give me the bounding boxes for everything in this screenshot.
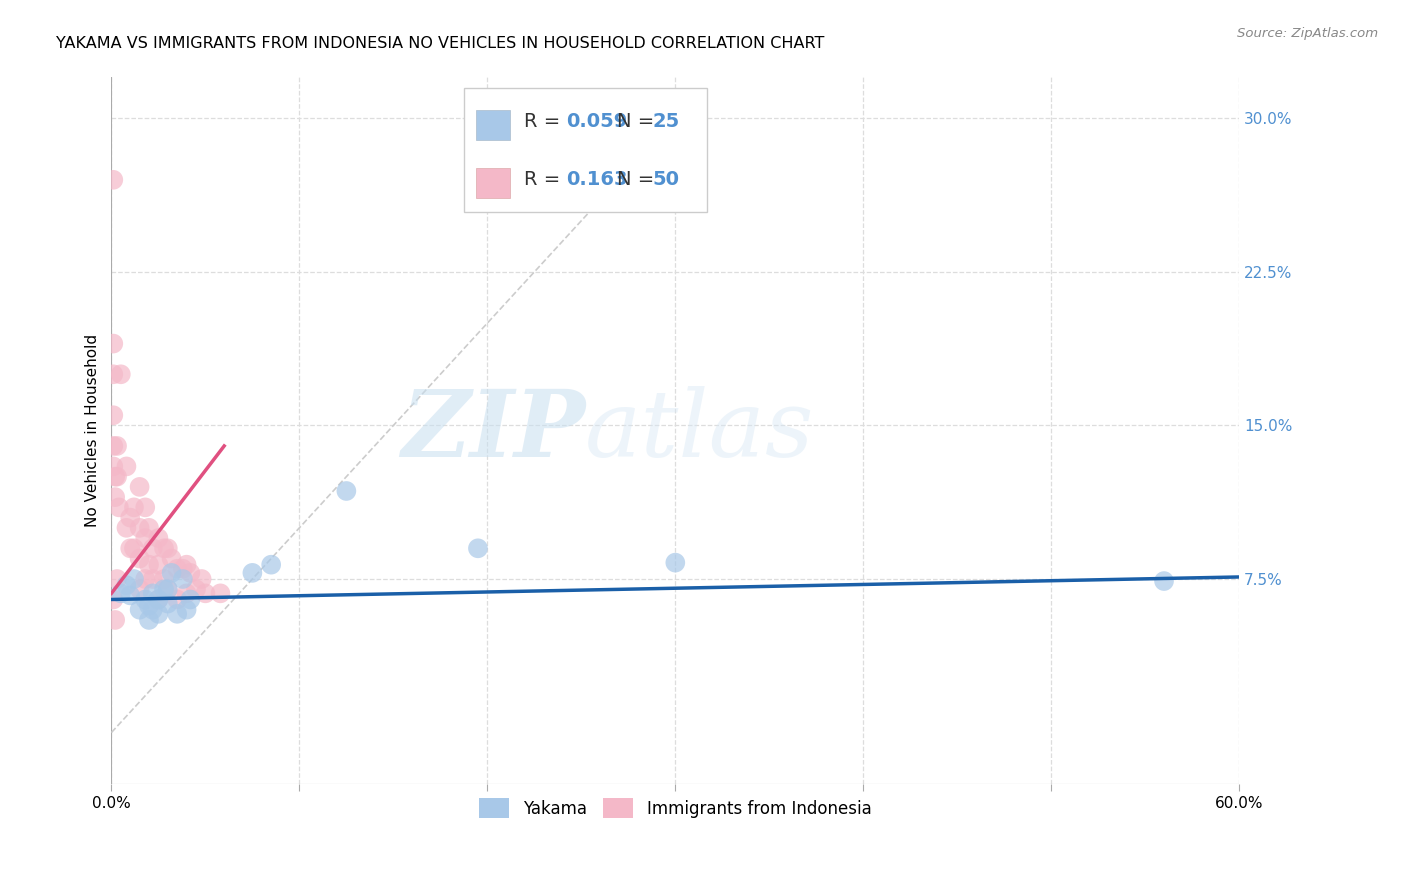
Point (122, 572, 145, 586)
Point (110, 368, 132, 382)
Point (103, 336, 125, 351)
Point (103, 459, 125, 474)
Point (120, 510, 142, 524)
Point (110, 586, 132, 600)
Point (105, 439, 128, 453)
Text: Source: ZipAtlas.com: Source: ZipAtlas.com (1237, 27, 1378, 40)
Point (176, 586, 198, 600)
Point (153, 572, 176, 586)
Point (142, 586, 165, 600)
FancyBboxPatch shape (464, 88, 707, 211)
Point (138, 613, 160, 627)
Point (104, 490, 127, 504)
Point (142, 603, 165, 617)
Point (179, 566, 201, 580)
Y-axis label: No Vehicles in Household: No Vehicles in Household (86, 334, 100, 527)
Point (138, 558, 160, 572)
Point (134, 531, 156, 545)
Point (128, 521, 150, 535)
Point (176, 603, 198, 617)
Point (156, 582, 179, 597)
Point (120, 541, 142, 556)
Text: atlas: atlas (585, 385, 814, 475)
Point (103, 368, 125, 382)
Point (335, 483, 357, 498)
Bar (475, 168, 509, 197)
Text: N =: N = (617, 112, 661, 131)
Point (166, 607, 188, 621)
Point (104, 469, 127, 483)
Point (108, 500, 131, 515)
Point (242, 566, 264, 580)
Point (260, 558, 283, 572)
Point (176, 558, 198, 572)
Point (148, 531, 170, 545)
Point (128, 582, 150, 597)
Point (156, 582, 179, 597)
Point (138, 599, 160, 613)
Point (115, 578, 138, 592)
Point (153, 582, 176, 597)
Point (122, 541, 145, 556)
Text: R =: R = (524, 112, 567, 131)
Point (166, 592, 188, 607)
Point (172, 562, 194, 576)
Point (209, 586, 232, 600)
Point (105, 469, 128, 483)
Point (142, 572, 165, 586)
Point (467, 541, 489, 556)
Text: R =: R = (524, 170, 567, 189)
Point (156, 541, 179, 556)
Point (190, 572, 212, 586)
Text: 0.163: 0.163 (567, 170, 627, 189)
Point (103, 592, 125, 607)
Point (115, 521, 138, 535)
Text: N =: N = (617, 170, 661, 189)
Bar (475, 110, 509, 139)
Point (148, 592, 170, 607)
Point (194, 586, 217, 600)
Text: YAKAMA VS IMMIGRANTS FROM INDONESIA NO VEHICLES IN HOUSEHOLD CORRELATION CHART: YAKAMA VS IMMIGRANTS FROM INDONESIA NO V… (56, 36, 824, 51)
Point (156, 597, 179, 611)
Point (184, 582, 207, 597)
Point (122, 500, 145, 515)
Text: 0.059: 0.059 (567, 112, 627, 131)
Point (166, 562, 188, 576)
Point (104, 613, 127, 627)
Point (179, 592, 201, 607)
Text: ZIP: ZIP (401, 385, 585, 475)
Point (172, 572, 194, 586)
Point (120, 588, 142, 602)
Point (134, 500, 156, 515)
Point (664, 556, 686, 570)
Legend: Yakama, Immigrants from Indonesia: Yakama, Immigrants from Indonesia (472, 791, 877, 825)
Text: 25: 25 (652, 112, 681, 131)
Point (134, 592, 156, 607)
Point (128, 480, 150, 494)
Point (128, 551, 150, 566)
Point (148, 592, 170, 607)
Point (1153, 574, 1175, 588)
Point (160, 551, 183, 566)
Point (103, 439, 125, 453)
Point (148, 607, 170, 621)
Point (153, 541, 176, 556)
Point (134, 572, 156, 586)
Point (138, 521, 160, 535)
Point (148, 558, 170, 572)
Point (128, 603, 150, 617)
Point (115, 459, 138, 474)
Point (160, 566, 183, 580)
Text: 50: 50 (652, 170, 679, 189)
Point (103, 409, 125, 423)
Point (142, 541, 165, 556)
Point (105, 572, 128, 586)
Point (103, 173, 125, 187)
